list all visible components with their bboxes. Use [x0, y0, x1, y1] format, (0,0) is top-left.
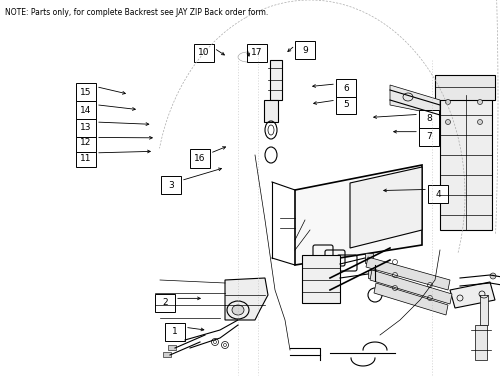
Text: 12: 12: [80, 138, 92, 147]
Bar: [419, 110, 439, 128]
Text: 7: 7: [426, 132, 432, 141]
Bar: [165, 323, 185, 341]
Bar: [428, 185, 448, 203]
Text: 3: 3: [168, 181, 174, 190]
Polygon shape: [295, 165, 422, 265]
Polygon shape: [370, 270, 452, 304]
Bar: [368, 270, 376, 278]
Text: 8: 8: [426, 114, 432, 124]
Ellipse shape: [232, 305, 244, 315]
Text: 10: 10: [198, 48, 210, 57]
Bar: [194, 44, 214, 62]
Bar: [480, 295, 488, 325]
Bar: [76, 149, 96, 167]
Text: 6: 6: [343, 84, 349, 93]
Text: 1: 1: [172, 327, 178, 336]
Bar: [247, 44, 267, 62]
Polygon shape: [390, 85, 440, 115]
Bar: [475, 325, 487, 360]
Text: 13: 13: [80, 123, 92, 132]
Bar: [419, 127, 439, 146]
Ellipse shape: [490, 273, 496, 279]
Bar: [76, 134, 96, 152]
Bar: [295, 41, 315, 59]
Ellipse shape: [227, 301, 249, 319]
Bar: [76, 83, 96, 101]
Text: 16: 16: [194, 154, 206, 163]
Text: 14: 14: [80, 105, 92, 115]
Polygon shape: [374, 283, 448, 315]
Bar: [336, 95, 356, 114]
Bar: [155, 294, 175, 312]
Bar: [302, 255, 340, 303]
Bar: [76, 118, 96, 137]
Text: 9: 9: [302, 45, 308, 55]
Bar: [264, 100, 278, 122]
Text: 4: 4: [435, 189, 441, 199]
Polygon shape: [350, 167, 422, 248]
Text: 17: 17: [252, 48, 263, 57]
Polygon shape: [450, 282, 495, 308]
Polygon shape: [225, 278, 268, 320]
Text: NOTE: Parts only, for complete Backrest see JAY ZIP Back order form.: NOTE: Parts only, for complete Backrest …: [5, 8, 268, 17]
Text: 15: 15: [80, 87, 92, 97]
FancyBboxPatch shape: [435, 75, 495, 100]
Bar: [270, 60, 282, 100]
Bar: [76, 101, 96, 119]
Ellipse shape: [446, 119, 450, 124]
Bar: [365, 253, 373, 263]
Polygon shape: [366, 257, 450, 290]
Ellipse shape: [478, 99, 482, 104]
Bar: [168, 345, 176, 350]
Bar: [163, 352, 171, 357]
Bar: [336, 79, 356, 97]
Ellipse shape: [446, 99, 450, 104]
Ellipse shape: [478, 119, 482, 124]
Bar: [190, 149, 210, 168]
Bar: [440, 95, 492, 230]
Text: 11: 11: [80, 154, 92, 163]
Text: 2: 2: [162, 298, 168, 308]
Text: 5: 5: [343, 100, 349, 109]
Bar: [161, 176, 181, 194]
